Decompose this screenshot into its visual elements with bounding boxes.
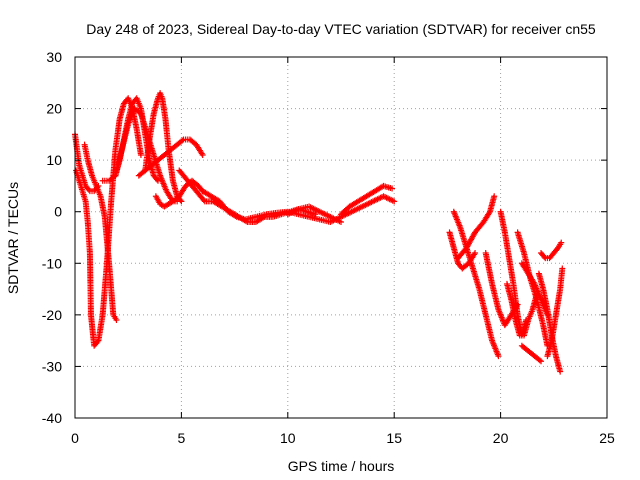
series-arc20: [514, 229, 551, 349]
data-point: [200, 197, 207, 204]
series-arc8: [135, 136, 206, 179]
x-tick-label: 5: [178, 430, 186, 446]
data-point: [558, 239, 565, 246]
series-arc9: [152, 193, 181, 210]
series-arc1: [72, 131, 83, 169]
y-tick-label: 10: [46, 152, 62, 168]
y-tick-label: 30: [46, 49, 62, 65]
x-tick-label: 20: [493, 430, 509, 446]
y-tick-label: -30: [42, 358, 62, 374]
data-point: [174, 198, 181, 205]
series-arc12: [284, 203, 344, 226]
y-tick-label: -40: [42, 410, 62, 426]
axis-ticks: [74, 56, 608, 419]
data-point: [536, 357, 543, 364]
data-point: [199, 151, 206, 158]
series-arc25: [518, 342, 545, 365]
series-arc16: [455, 193, 498, 262]
data-point: [179, 137, 186, 144]
data-point: [541, 253, 548, 260]
series-arc7: [142, 90, 185, 205]
data-point: [94, 338, 101, 345]
chart-title: Day 248 of 2023, Sidereal Day-to-day VTE…: [86, 21, 596, 37]
data-point: [389, 185, 396, 192]
x-tick-label: 25: [599, 430, 615, 446]
x-tick-label: 15: [386, 430, 402, 446]
y-tick-label: -10: [42, 255, 62, 271]
data-point: [557, 368, 564, 375]
data-point: [553, 246, 560, 253]
series-arc13: [338, 182, 396, 218]
series-arc2: [73, 95, 144, 349]
data-point: [85, 186, 92, 193]
data-point: [113, 317, 120, 324]
x-tick-label: 0: [71, 430, 79, 446]
x-axis-label: GPS time / hours: [288, 458, 395, 474]
y-tick-labels: 30 20 10 0 -10 -20 -30 -40: [42, 49, 62, 426]
series-arc4: [81, 141, 120, 324]
data-point: [472, 249, 479, 256]
data-point: [559, 265, 566, 272]
data-point: [391, 198, 398, 205]
y-tick-label: 20: [46, 101, 62, 117]
plot-frame: [74, 56, 608, 419]
series-arc23: [538, 239, 565, 262]
data-point: [177, 197, 184, 204]
x-tick-labels: 0 5 10 15 20 25: [71, 430, 615, 446]
y-tick-label: -20: [42, 307, 62, 323]
data-point: [495, 353, 502, 360]
series-arc19: [503, 280, 540, 339]
data-point: [137, 151, 144, 158]
series-arc14: [450, 208, 502, 360]
data-point: [538, 358, 545, 365]
data-points: [72, 90, 566, 375]
y-tick-label: 0: [54, 204, 62, 220]
data-point: [153, 176, 160, 183]
y-axis-label: SDTVAR / TECUs: [5, 182, 21, 294]
data-point: [338, 219, 344, 226]
series-arc24: [544, 265, 566, 360]
series-arc22: [535, 270, 564, 375]
data-point: [491, 193, 498, 200]
x-tick-label: 10: [280, 430, 296, 446]
